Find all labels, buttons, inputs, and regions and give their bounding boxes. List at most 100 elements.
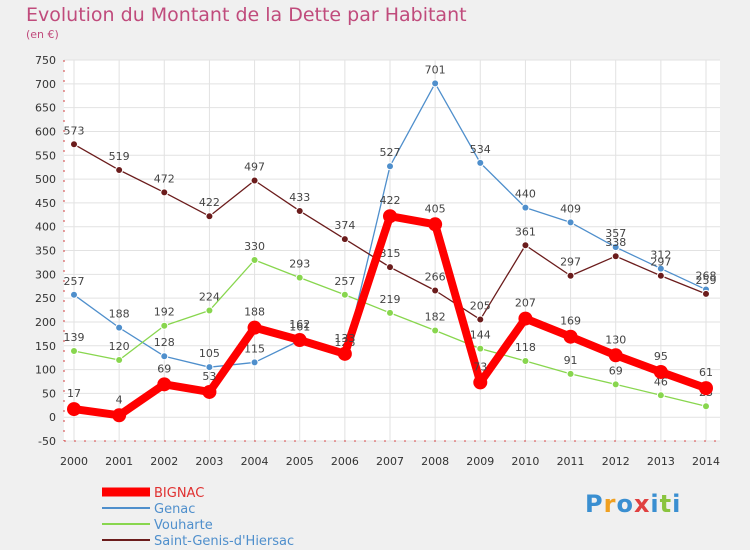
data-point [70,290,78,299]
data-label: 357 [605,227,626,240]
data-point [608,348,623,363]
data-label: 17 [67,387,81,400]
data-point [112,408,127,423]
data-point [428,217,443,232]
proxiti-logo: Proxiti [585,490,681,518]
logo-letter: P [585,490,604,518]
data-label: 433 [289,191,310,204]
data-label: 69 [157,362,171,375]
data-point [295,206,304,215]
data-point [70,140,78,149]
data-label: 497 [244,160,265,173]
data-point [295,273,304,282]
y-tick-label: 250 [35,292,56,305]
y-tick-label: 50 [42,387,56,400]
x-tick-label: 2005 [286,455,314,468]
data-point [563,329,578,344]
x-tick-label: 2011 [557,455,585,468]
data-label: 120 [109,340,130,353]
y-tick-label: 500 [35,173,56,186]
data-label: 519 [109,150,130,163]
data-point [160,321,169,330]
data-label: 130 [605,333,626,346]
x-tick-label: 2004 [241,455,269,468]
data-point [247,320,262,335]
data-label: 257 [334,275,355,288]
series-saint-genis-d-hiersac: 573 519 472 422 497 433 374 315 266 205 361 297 338 2… [64,124,717,324]
data-label: 257 [64,275,85,288]
data-label: 701 [425,63,446,76]
data-label: 169 [560,315,581,328]
data-point [473,375,488,390]
data-label: 73 [473,360,487,373]
data-label: 573 [64,124,85,137]
data-label: 315 [380,247,401,260]
data-label: 534 [470,143,491,156]
logo-letter: x [633,490,651,518]
data-point [611,243,620,252]
data-point [386,263,394,272]
data-point [115,356,124,365]
data-label: 188 [109,308,130,321]
data-label: 46 [654,375,668,388]
y-tick-label: 450 [35,197,56,210]
data-point [205,306,214,315]
data-label: 69 [609,364,623,377]
data-label: 266 [425,271,446,284]
x-tick-label: 2007 [376,455,404,468]
data-label: 422 [380,194,401,207]
data-label: 338 [605,236,626,249]
data-point [250,256,259,265]
legend-label: BIGNAC [154,486,204,501]
data-label: 259 [696,274,717,287]
data-point [340,290,349,299]
data-label: 182 [425,311,446,324]
x-tick-label: 2003 [195,455,223,468]
data-point [115,166,124,175]
data-label: 527 [380,146,401,159]
data-label: 105 [199,347,220,360]
data-label: 440 [515,188,536,201]
y-tick-label: 750 [35,54,56,67]
data-point [292,333,307,348]
data-label: 409 [560,202,581,215]
data-point [521,203,530,212]
data-point [431,286,440,295]
x-tick-label: 2000 [60,455,88,468]
data-point [702,289,710,298]
data-label: 361 [515,225,536,238]
data-label: 293 [289,258,310,271]
data-label: 162 [289,318,310,331]
series-vouharte: 139 120 192 224 330 293 257 219 182 144 118 91 69 46 2… [64,240,713,411]
data-point [431,326,440,335]
data-point [160,188,169,197]
data-label: 115 [244,342,265,355]
data-point [566,369,575,378]
data-label: 207 [515,297,536,310]
x-tick-label: 2013 [647,455,675,468]
data-label: 133 [334,332,355,345]
data-label: 188 [244,306,265,319]
data-label: 330 [244,240,265,253]
x-tick-label: 2001 [105,455,133,468]
data-point [611,380,620,389]
data-point [70,346,78,355]
chart-title: Evolution du Montant de la Dette par Hab… [26,4,467,26]
y-tick-label: 550 [35,149,56,162]
data-point [566,271,575,280]
data-point [656,391,665,400]
logo-letter: r [603,490,617,518]
data-label: 422 [199,196,220,209]
y-tick-label: 300 [35,268,56,281]
y-tick-label: 150 [35,340,56,353]
data-label: 161 [289,321,310,334]
data-label: 405 [425,202,446,215]
data-label: 297 [560,256,581,269]
series-bignac: 17 4 69 53 188 162 133 422 405 73 207 169 130 95 61 [67,194,713,423]
data-point [653,364,668,379]
data-point [383,209,397,224]
data-label: 268 [696,270,717,283]
data-label: 139 [64,331,85,344]
x-tick-label: 2002 [150,455,178,468]
